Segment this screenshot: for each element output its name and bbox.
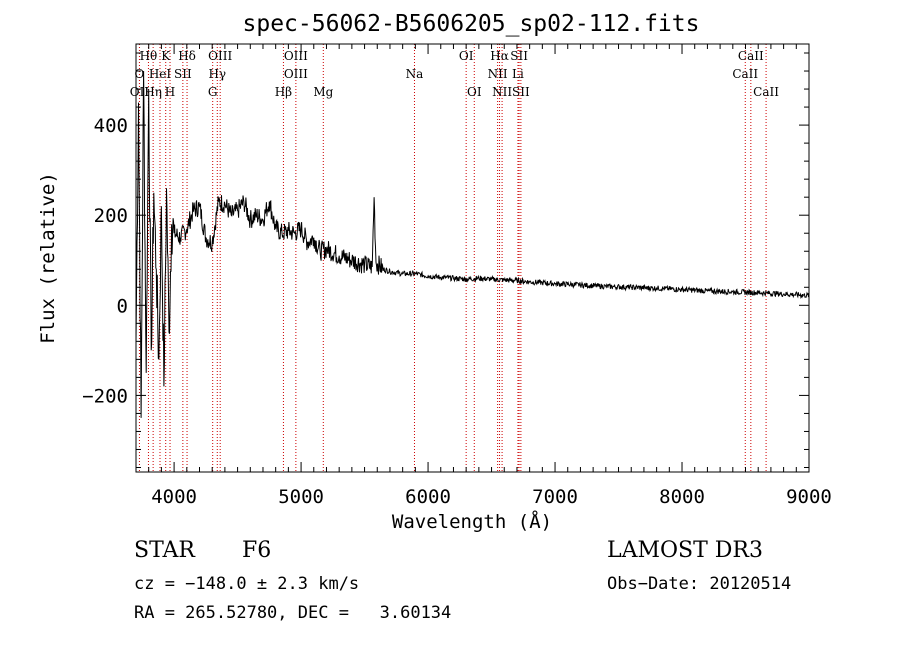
x-tick-label: 6000 [405, 486, 451, 508]
survey-name: LAMOST DR3 [607, 538, 763, 563]
spectral-line-label: OIII [284, 67, 308, 81]
spectral-line-label: Hδ [178, 49, 196, 63]
spectral-line-label: Na [406, 67, 424, 81]
spectral-line-label: SII [174, 67, 192, 81]
x-axis-label: Wavelength (Å) [392, 510, 552, 533]
spectral-line-label: CaII [732, 67, 758, 81]
obs-date: Obs−Date: 20120514 [607, 574, 792, 594]
flux-series-line [135, 70, 810, 418]
spectral-line-label: NII [488, 67, 508, 81]
spectral-line-label: OIII [208, 49, 232, 63]
spectral-line-label: OI [467, 85, 482, 99]
spectral-line-label: SII [510, 49, 528, 63]
object-class: STAR [134, 538, 195, 563]
spectral-line-label: OI [459, 49, 474, 63]
plot-frame [135, 43, 810, 473]
spectral-line-label: CaII [753, 85, 779, 99]
x-tick-label: 9000 [786, 486, 832, 508]
spectral-line-label: G [208, 85, 218, 99]
spectral-line-label: Hγ [208, 67, 226, 81]
chart-title: spec-56062-B5606205_sp02-112.fits [243, 11, 700, 37]
y-axis-ticks: −200 0 200 400 [82, 52, 809, 468]
spectral-line-label: CaII [738, 49, 764, 63]
spectral-line-label: Hη [144, 85, 162, 99]
spectral-line-markers [138, 44, 767, 472]
spectral-line-label: H [165, 85, 175, 99]
y-axis-label: Flux (relative) [37, 172, 59, 344]
y-tick-label: 0 [117, 295, 128, 317]
redshift-readout: cz = −148.0 ± 2.3 km/s [134, 574, 360, 594]
spectral-line-label: O [135, 67, 145, 81]
object-subclass: F6 [242, 538, 272, 563]
x-tick-label: 7000 [532, 486, 578, 508]
spectral-line-label: NII [492, 85, 512, 99]
spectral-line-label: Li [512, 67, 524, 81]
spectral-line-label: Mg [313, 85, 333, 99]
spectral-line-label: Hβ [275, 85, 292, 99]
x-tick-label: 5000 [278, 486, 324, 508]
y-tick-label: 400 [94, 115, 128, 137]
spectral-line-label: K [161, 49, 171, 63]
x-tick-label: 4000 [151, 486, 197, 508]
y-tick-label: 200 [94, 205, 128, 227]
spectral-line-label: Hθ [140, 49, 158, 63]
spectral-line-label: OII [130, 85, 150, 99]
x-axis-ticks: 4000 5000 6000 7000 8000 9000 [135, 44, 832, 508]
spectral-line-label: OIII [284, 49, 308, 63]
y-tick-label: −200 [82, 385, 128, 407]
spectral-line-label: HeI [149, 67, 172, 81]
spectral-line-label: SII [512, 85, 530, 99]
spectral-line-label: Hα [490, 49, 509, 63]
coordinates: RA = 265.52780, DEC = 3.60134 [134, 603, 452, 623]
x-tick-label: 8000 [659, 486, 705, 508]
